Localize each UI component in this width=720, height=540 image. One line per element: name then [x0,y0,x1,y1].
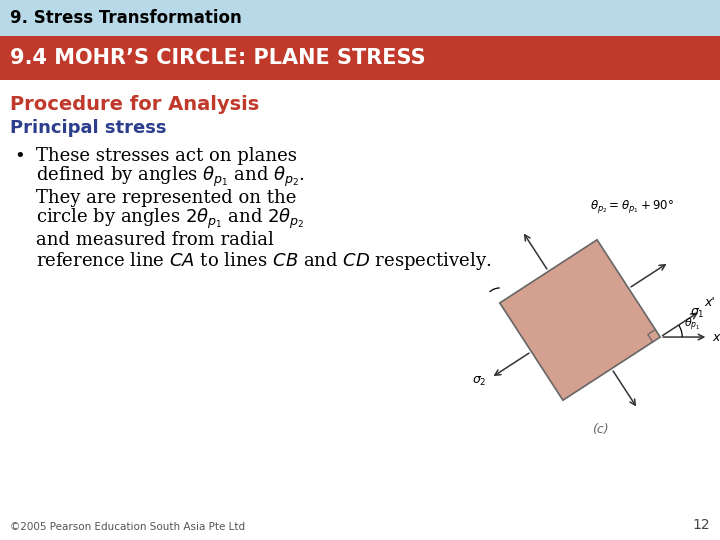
Text: $\sigma_1$: $\sigma_1$ [690,307,705,320]
Text: 9. Stress Transformation: 9. Stress Transformation [10,9,242,27]
Text: reference line $\mathit{CA}$ to lines $\mathit{CB}$ and $\mathit{CD}$ respective: reference line $\mathit{CA}$ to lines $\… [36,250,492,272]
Bar [0,0,720,36]
Polygon shape [500,240,660,400]
Text: These stresses act on planes: These stresses act on planes [36,147,297,165]
Text: and measured from radial: and measured from radial [36,231,274,249]
Text: x': x' [704,296,715,309]
Bar [0,36,720,80]
Text: They are represented on the: They are represented on the [36,189,297,207]
Text: Principal stress: Principal stress [10,119,166,137]
Text: ©2005 Pearson Education South Asia Pte Ltd: ©2005 Pearson Education South Asia Pte L… [10,522,245,532]
Text: circle by angles $2\theta_{p_1}$ and $2\theta_{p_2}$: circle by angles $2\theta_{p_1}$ and $2\… [36,207,305,231]
Text: x: x [712,330,719,343]
Text: Procedure for Analysis: Procedure for Analysis [10,94,259,113]
Text: defined by angles $\theta_{p_1}$ and $\theta_{p_2}$.: defined by angles $\theta_{p_1}$ and $\t… [36,165,305,189]
Text: $\theta_{p_1}$: $\theta_{p_1}$ [684,316,701,333]
Text: 12: 12 [693,518,710,532]
Text: (c): (c) [592,423,608,436]
Text: •: • [14,147,24,165]
Text: $\sigma_2$: $\sigma_2$ [472,374,487,388]
Text: $\theta_{p_2} = \theta_{p_1} + 90°$: $\theta_{p_2} = \theta_{p_1} + 90°$ [590,199,674,215]
Text: 9.4 MOHR’S CIRCLE: PLANE STRESS: 9.4 MOHR’S CIRCLE: PLANE STRESS [10,48,426,68]
